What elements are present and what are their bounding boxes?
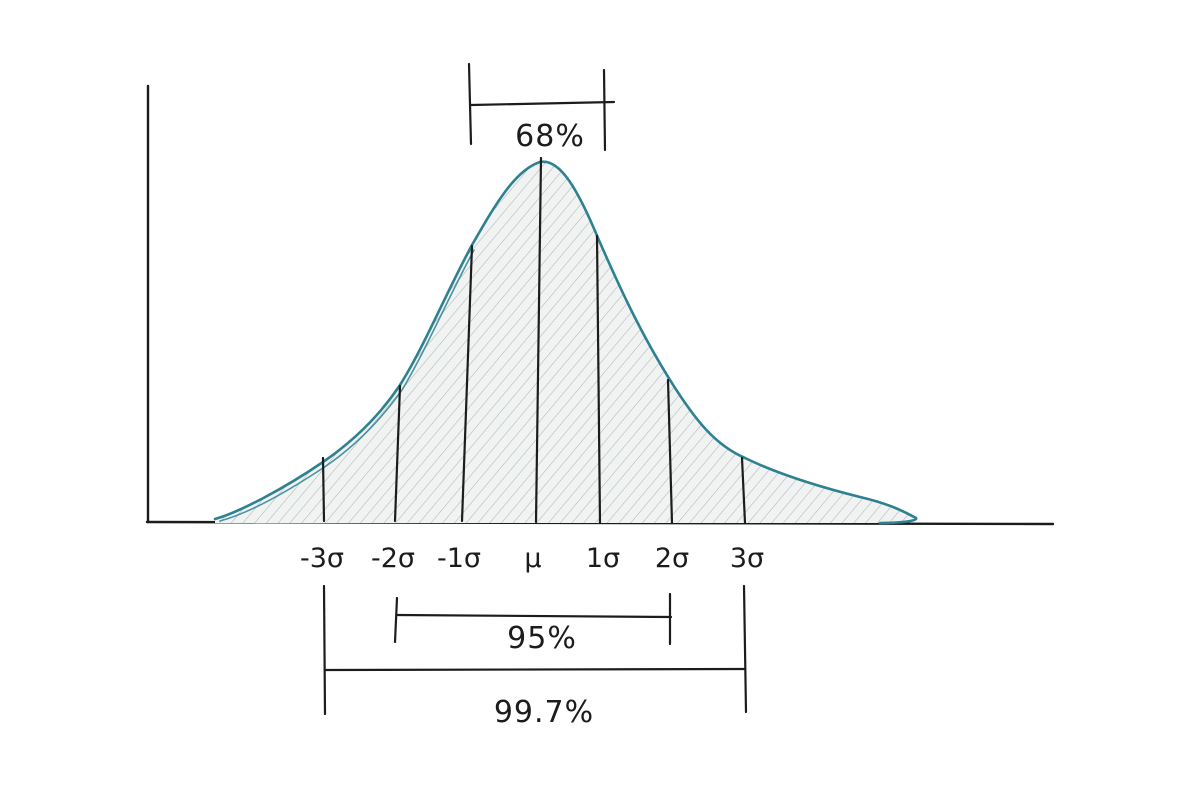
tick-label-minus-2-sigma: -2σ [371,543,415,574]
sigma-line-plus-3 [740,456,747,525]
bell-curve [213,160,918,525]
tick-label-minus-3-sigma: -3σ [300,543,344,574]
tick-label-plus-3-sigma: 3σ [730,543,764,574]
tick-label-mu: μ [524,543,541,574]
sigma-line-minus-2 [393,384,402,523]
label-95-percent: 95% [507,621,577,656]
label-99-7-percent: 99.7% [494,695,594,730]
curve-area [215,161,917,524]
sigma-line-minus-1 [460,244,474,523]
sigma-line-mean [534,156,543,524]
label-68-percent: 68% [515,119,585,154]
sigma-line-plus-1 [595,234,602,525]
sigma-line-minus-3 [321,456,326,523]
bracket-99-7 [322,584,748,716]
sigma-line-plus-2 [666,378,674,525]
tick-label-plus-1-sigma: 1σ [586,543,620,574]
tick-label-minus-1-sigma: -1σ [437,543,481,574]
bracket-95 [393,592,673,646]
bracket-68 [467,62,616,152]
tick-label-plus-2-sigma: 2σ [655,543,689,574]
bell-curve-sketch-stroke [219,249,475,522]
